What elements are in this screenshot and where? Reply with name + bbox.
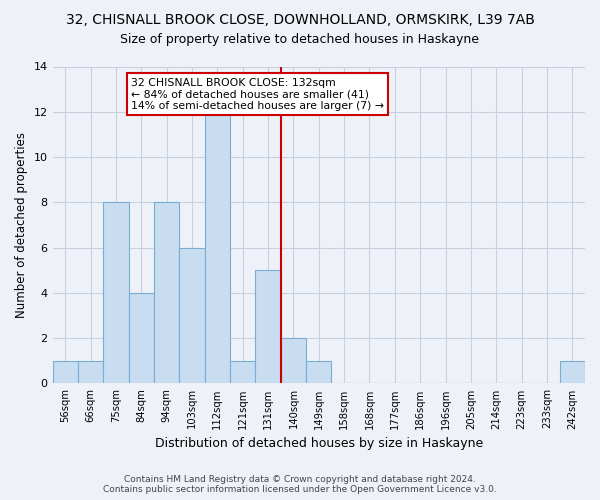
- Bar: [256, 270, 281, 384]
- X-axis label: Distribution of detached houses by size in Haskayne: Distribution of detached houses by size …: [155, 437, 483, 450]
- Bar: [103, 202, 128, 384]
- Text: Contains HM Land Registry data © Crown copyright and database right 2024.
Contai: Contains HM Land Registry data © Crown c…: [103, 474, 497, 494]
- Bar: [154, 202, 179, 384]
- Y-axis label: Number of detached properties: Number of detached properties: [15, 132, 28, 318]
- Bar: [78, 361, 103, 384]
- Text: 32 CHISNALL BROOK CLOSE: 132sqm
← 84% of detached houses are smaller (41)
14% of: 32 CHISNALL BROOK CLOSE: 132sqm ← 84% of…: [131, 78, 384, 111]
- Bar: [128, 293, 154, 384]
- Text: 32, CHISNALL BROOK CLOSE, DOWNHOLLAND, ORMSKIRK, L39 7AB: 32, CHISNALL BROOK CLOSE, DOWNHOLLAND, O…: [65, 12, 535, 26]
- Bar: [205, 112, 230, 384]
- Bar: [306, 361, 331, 384]
- Bar: [560, 361, 585, 384]
- Bar: [53, 361, 78, 384]
- Text: Size of property relative to detached houses in Haskayne: Size of property relative to detached ho…: [121, 32, 479, 46]
- Bar: [179, 248, 205, 384]
- Bar: [230, 361, 256, 384]
- Bar: [281, 338, 306, 384]
